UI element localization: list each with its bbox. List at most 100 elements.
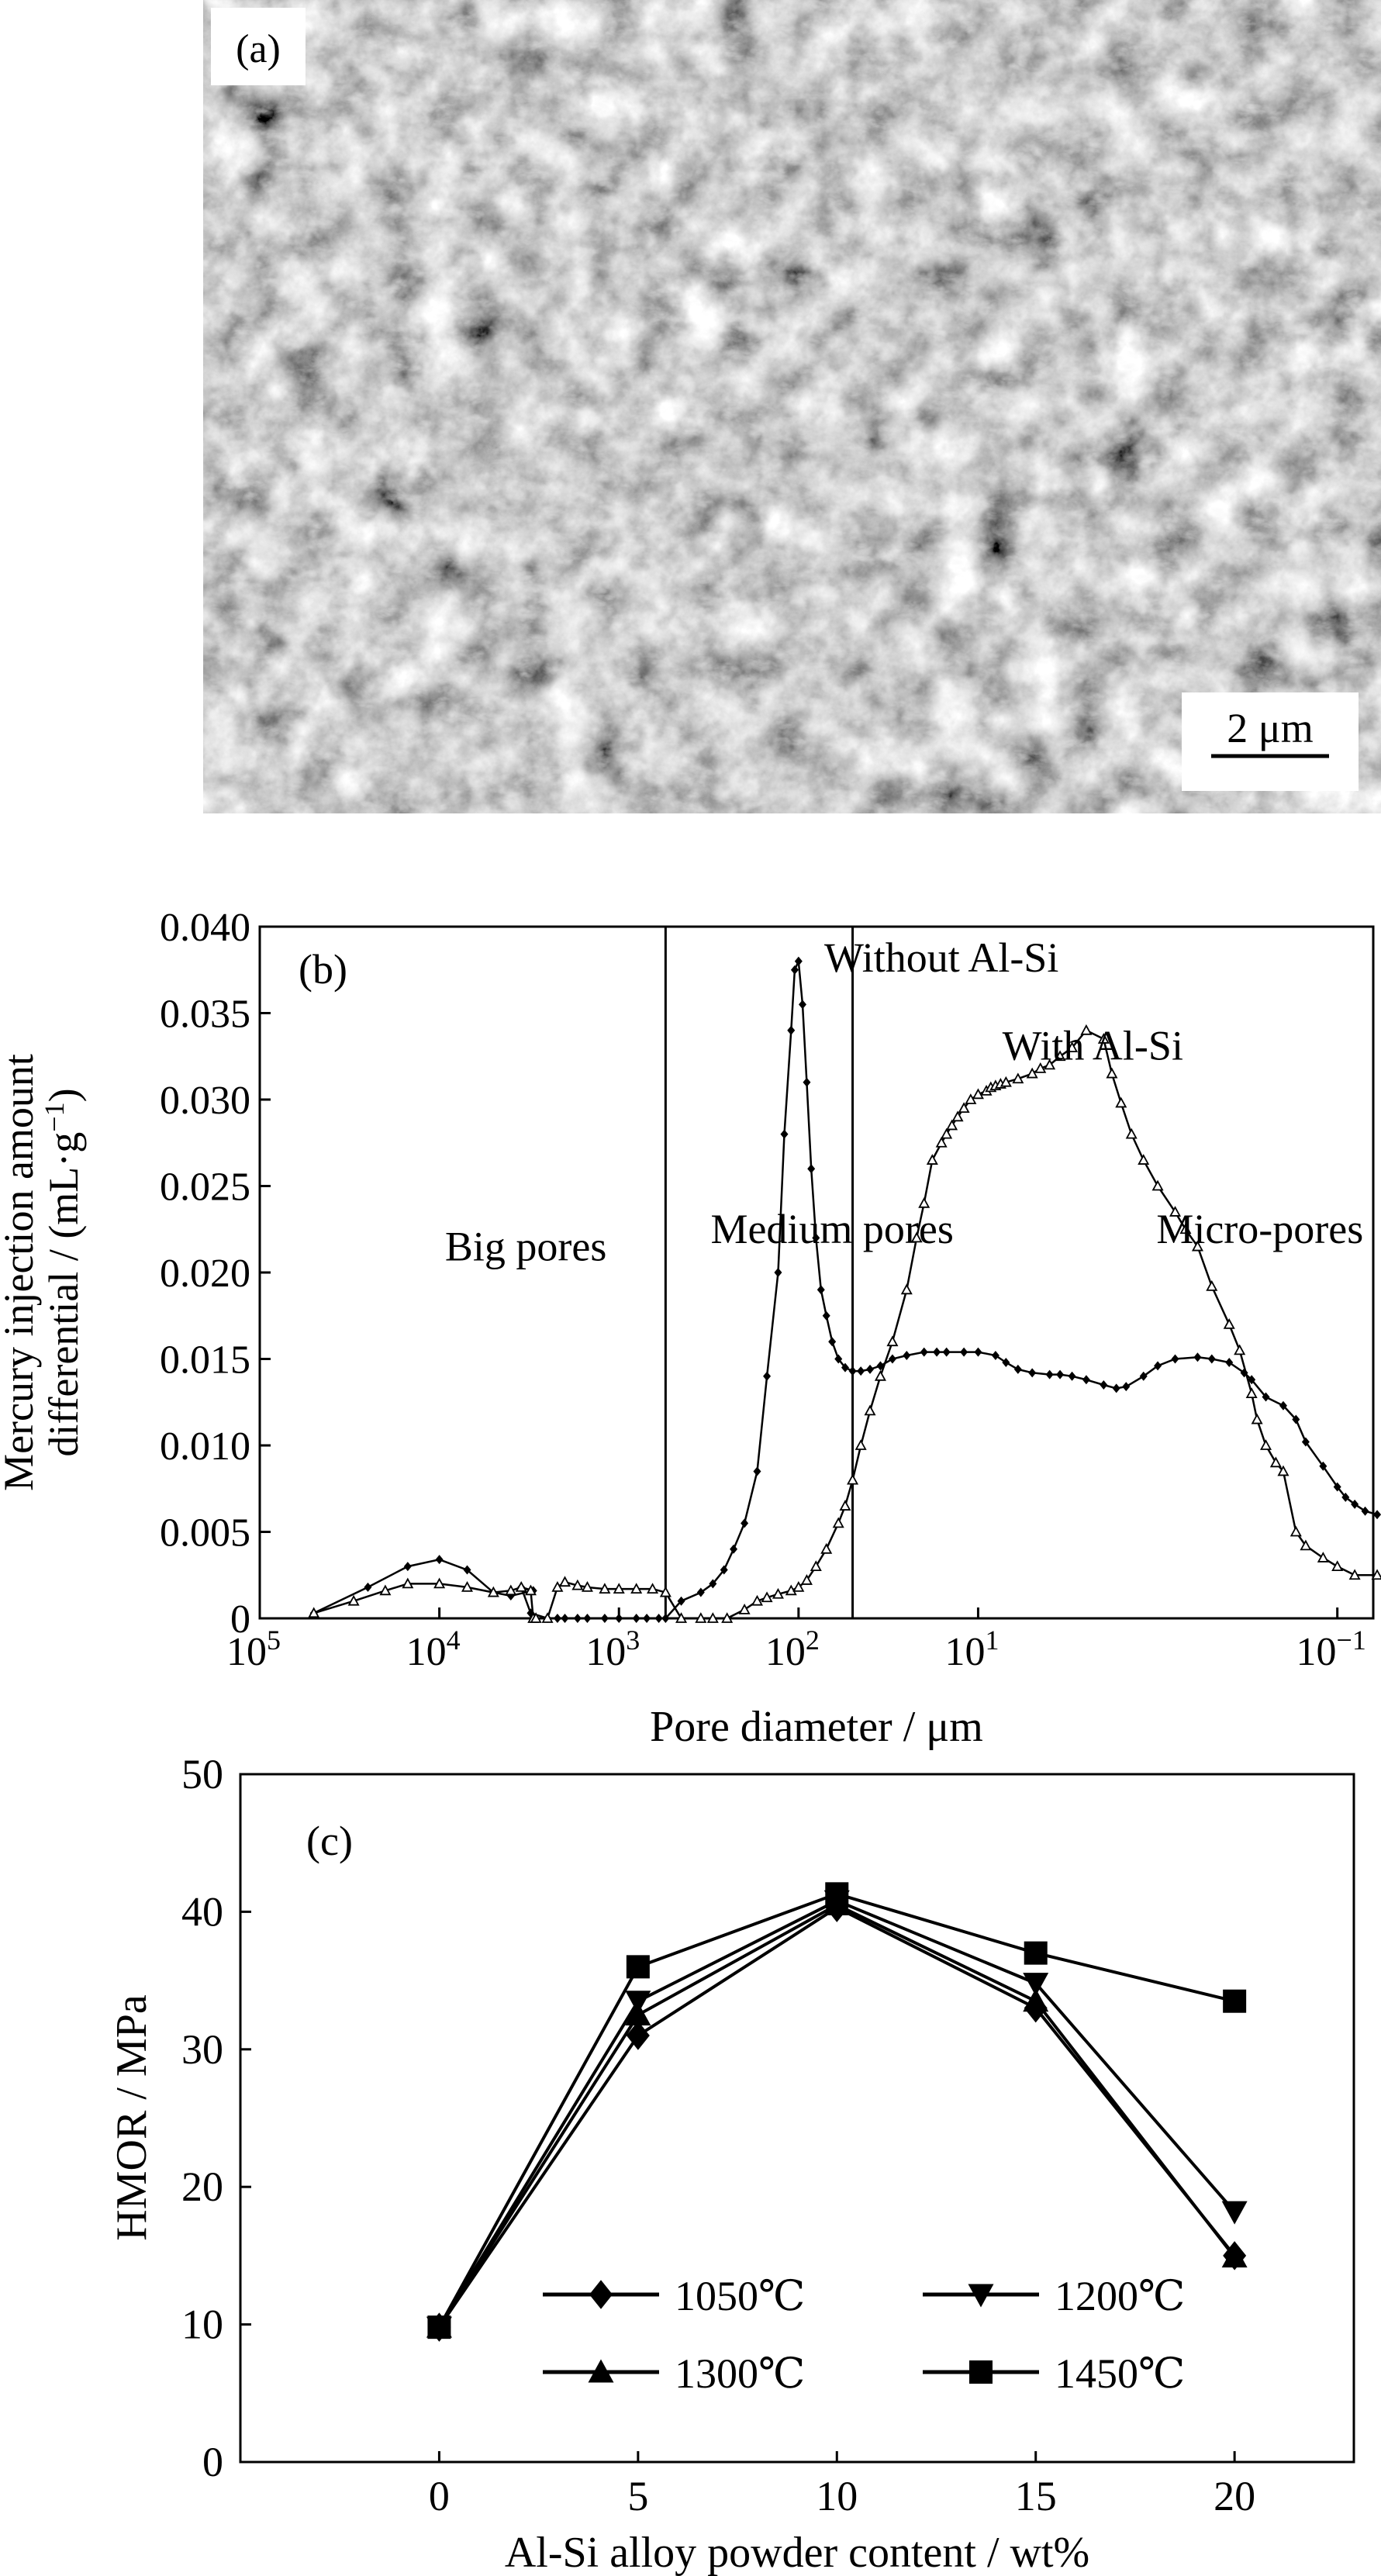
chart-b-x-tick-label: 104 bbox=[406, 1625, 461, 1674]
chart-b-point-without-al-si bbox=[1292, 1414, 1300, 1424]
chart-c-point-series-2 bbox=[1221, 2244, 1248, 2268]
chart-b-point-without-al-si bbox=[888, 1354, 896, 1364]
legend-marker bbox=[589, 2280, 613, 2309]
chart-b-point-without-al-si bbox=[794, 956, 803, 966]
chart-b-point-with-al-si bbox=[926, 1154, 938, 1165]
chart-b-annotations: Big pores Medium pores Micro-pores Without … bbox=[445, 934, 1363, 1269]
chart-b-point-with-al-si bbox=[832, 1517, 844, 1528]
chart-b-point-with-al-si bbox=[1034, 1062, 1047, 1073]
panel-a-label: (a) bbox=[236, 27, 281, 71]
chart-b-point-without-al-si bbox=[834, 1354, 843, 1364]
chart-b-point-with-al-si bbox=[951, 1110, 964, 1122]
chart-c-y-tick-label: 30 bbox=[181, 2026, 223, 2073]
chart-b-point-without-al-si bbox=[364, 1582, 372, 1592]
chart-b-point-without-al-si bbox=[857, 1366, 865, 1376]
chart-b-point-with-al-si bbox=[772, 1587, 784, 1599]
chart-b-point-with-al-si bbox=[910, 1231, 923, 1243]
chart-c-x-tick-label: 15 bbox=[1015, 2473, 1057, 2519]
chart-b-point-with-al-si bbox=[347, 1594, 360, 1606]
chart-c-legend: 1050℃ 1200℃ 1300℃ 1450℃ bbox=[543, 2273, 1185, 2397]
chart-b-point-without-al-si bbox=[1279, 1400, 1287, 1411]
chart-b-point-with-al-si bbox=[1012, 1072, 1024, 1084]
chart-b-point-with-al-si bbox=[847, 1473, 859, 1485]
chart-b-point-with-al-si bbox=[706, 1612, 719, 1623]
chart-b-panel-label: (b) bbox=[299, 946, 347, 993]
chart-b-point-with-al-si bbox=[946, 1119, 958, 1131]
chart-b-annotation: Medium pores bbox=[710, 1206, 953, 1252]
chart-b-y-tick-label: 0 bbox=[230, 1597, 250, 1642]
chart-b-point-without-al-si bbox=[709, 1579, 717, 1589]
chart-c-y-axis: 0 10 20 30 40 50 bbox=[181, 1751, 251, 2485]
chart-b-point-with-al-si bbox=[1125, 1127, 1138, 1139]
chart-b-point-without-al-si bbox=[1193, 1352, 1202, 1362]
hmor-chart: 0 10 20 30 40 50 0 5 10 15 20 1050℃ 1200℃ 1300℃ 1450… bbox=[108, 1751, 1355, 2576]
chart-b-y-axis-title-line2: differential / (mL·g−1) bbox=[39, 1088, 87, 1456]
chart-b-point-with-al-si bbox=[886, 1335, 899, 1347]
chart-b-point-with-al-si bbox=[1331, 1560, 1344, 1571]
chart-b-point-with-al-si bbox=[1115, 1096, 1127, 1108]
chart-b-y-tick-label: 0.030 bbox=[160, 1079, 250, 1123]
chart-b-point-without-al-si bbox=[1154, 1361, 1162, 1371]
chart-b-point-without-al-si bbox=[1045, 1369, 1054, 1380]
chart-b-point-without-al-si bbox=[787, 1025, 796, 1035]
chart-b-point-with-al-si bbox=[761, 1591, 773, 1603]
chart-b-point-with-al-si bbox=[1290, 1525, 1302, 1537]
chart-b-point-with-al-si bbox=[1179, 1223, 1192, 1234]
chart-c-y-tick-label: 10 bbox=[181, 2301, 223, 2348]
chart-b-annotation: Without Al-Si bbox=[824, 934, 1058, 981]
chart-b-point-without-al-si bbox=[720, 1565, 728, 1575]
chart-b-point-with-al-si bbox=[1317, 1552, 1329, 1563]
chart-b-point-with-al-si bbox=[864, 1404, 876, 1416]
chart-b-point-without-al-si bbox=[799, 1000, 807, 1010]
chart-b-point-with-al-si bbox=[874, 1369, 886, 1381]
legend-marker bbox=[969, 2360, 993, 2384]
legend-label: 1050℃ bbox=[675, 2273, 805, 2319]
chart-b-point-without-al-si bbox=[654, 1614, 663, 1623]
chart-b-series bbox=[308, 956, 1381, 1623]
chart-b-point-without-al-si bbox=[1100, 1380, 1108, 1390]
chart-b-point-without-al-si bbox=[960, 1347, 968, 1357]
chart-b-point-without-al-si bbox=[991, 1351, 999, 1361]
chart-b-x-tick-label: 103 bbox=[585, 1625, 640, 1674]
chart-b-point-without-al-si bbox=[807, 1164, 816, 1174]
chart-b-point-with-al-si bbox=[1106, 1067, 1118, 1079]
chart-c-point-series-3 bbox=[626, 1955, 650, 1979]
chart-b-point-without-al-si bbox=[615, 1614, 623, 1623]
chart-c-point-series-2 bbox=[1023, 1988, 1049, 2012]
chart-b-point-with-al-si bbox=[1259, 1439, 1272, 1450]
chart-b-point-with-al-si bbox=[1234, 1344, 1246, 1355]
chart-b-point-without-al-si bbox=[573, 1614, 582, 1623]
chart-b-point-without-al-si bbox=[812, 1233, 820, 1243]
chart-c-x-tick-label: 0 bbox=[429, 2473, 450, 2519]
chart-b-annotation: Big pores bbox=[445, 1223, 607, 1269]
chart-b-series-line-with-al-si bbox=[313, 1029, 1378, 1620]
chart-b-point-with-al-si bbox=[958, 1102, 970, 1114]
chart-b-point-with-al-si bbox=[581, 1580, 593, 1592]
chart-b-point-without-al-si bbox=[730, 1544, 738, 1554]
chart-b-point-with-al-si bbox=[1206, 1279, 1218, 1291]
chart-b-point-without-al-si bbox=[1171, 1354, 1179, 1364]
chart-b-point-without-al-si bbox=[403, 1562, 412, 1572]
sem-micrograph: (a) 2 μm bbox=[203, 0, 1381, 813]
chart-b-point-with-al-si bbox=[1169, 1206, 1182, 1217]
chart-c-y-tick-label: 0 bbox=[202, 2439, 223, 2485]
chart-b-point-without-al-si bbox=[553, 1614, 561, 1623]
chart-b-point-without-al-si bbox=[1319, 1461, 1327, 1471]
chart-b-point-without-al-si bbox=[677, 1596, 685, 1606]
chart-b-point-without-al-si bbox=[780, 1129, 789, 1139]
chart-b-point-without-al-si bbox=[1013, 1364, 1022, 1374]
chart-c-x-tick-label: 5 bbox=[627, 2473, 648, 2519]
chart-b-point-with-al-si bbox=[999, 1076, 1012, 1087]
chart-b-y-tick-label: 0.005 bbox=[160, 1511, 250, 1556]
chart-c-point-series-2 bbox=[625, 2001, 651, 2025]
chart-b-point-with-al-si bbox=[630, 1583, 643, 1594]
chart-b-point-with-al-si bbox=[785, 1584, 797, 1596]
chart-b-point-with-al-si bbox=[1245, 1387, 1258, 1398]
chart-b-point-with-al-si bbox=[820, 1542, 833, 1554]
chart-c-x-axis-title: Al-Si alloy powder content / wt% bbox=[505, 2529, 1089, 2576]
pore-region-dividers bbox=[664, 927, 854, 1618]
chart-c-y-axis-title: HMOR / MPa bbox=[108, 1994, 156, 2241]
chart-b-point-with-al-si bbox=[558, 1576, 571, 1587]
chart-b-point-with-al-si bbox=[659, 1586, 672, 1597]
chart-b-point-without-al-si bbox=[643, 1614, 651, 1623]
